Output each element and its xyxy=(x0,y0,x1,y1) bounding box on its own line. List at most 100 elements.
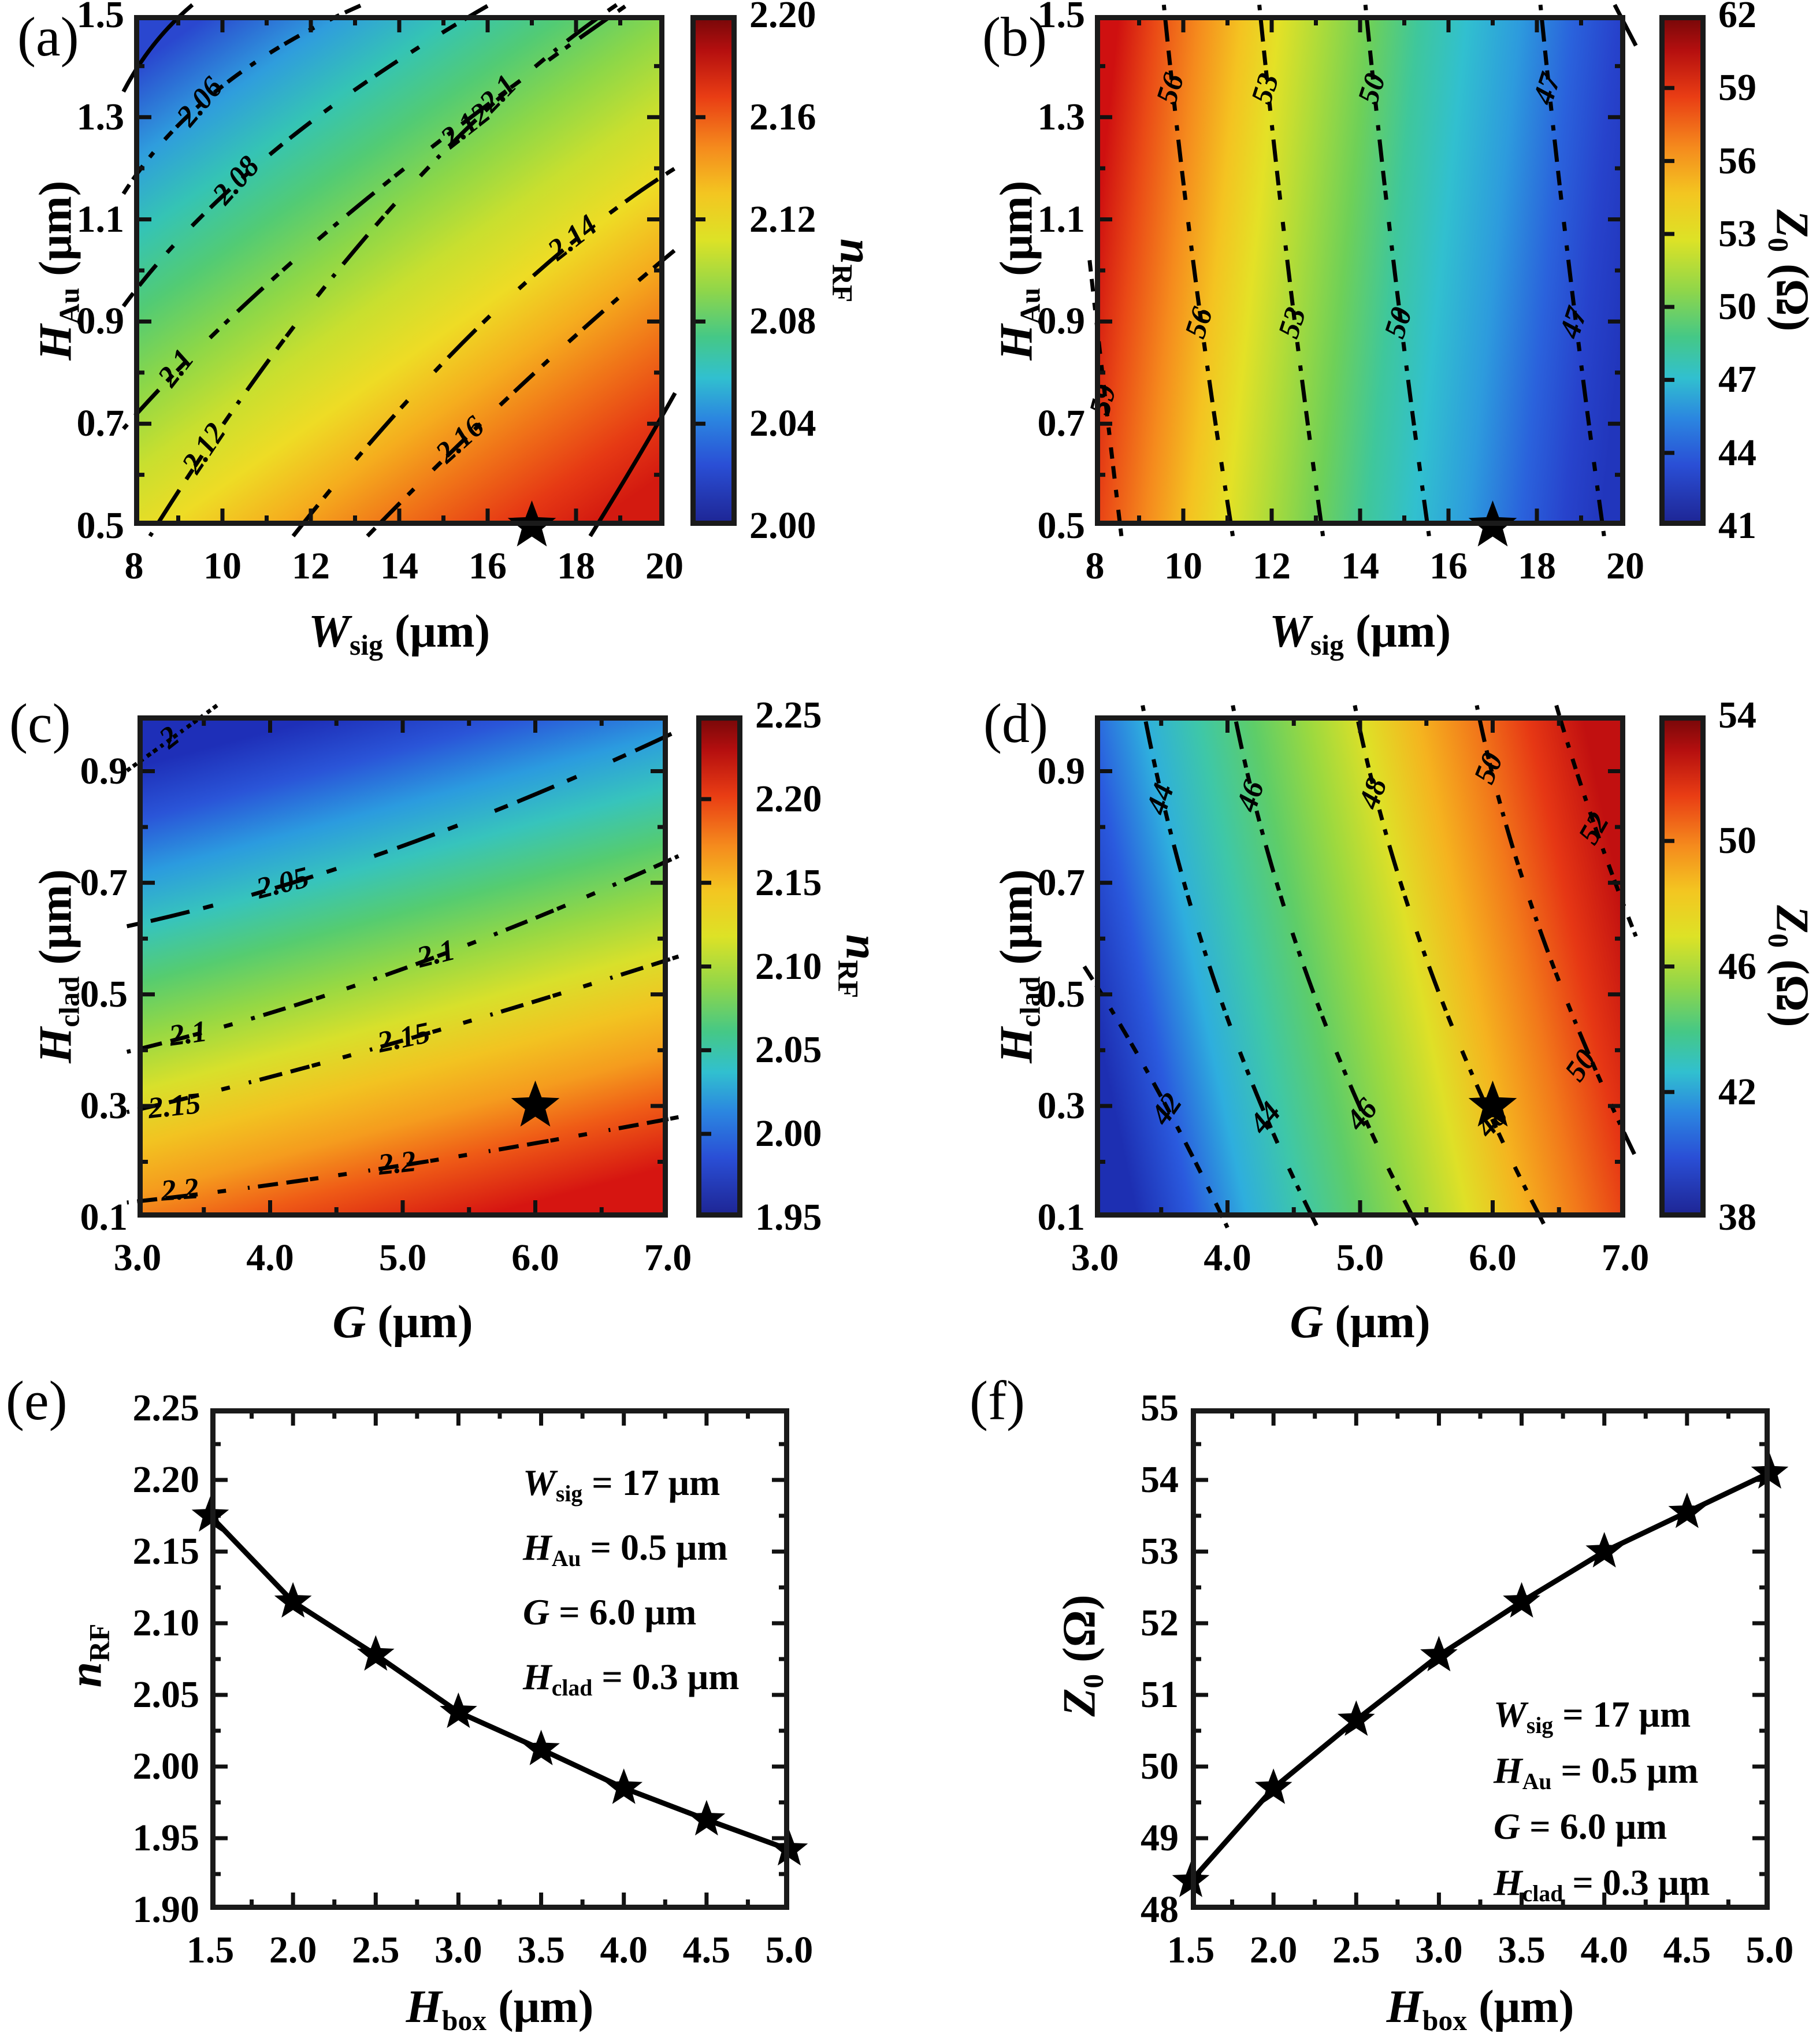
plot-frame xyxy=(210,1408,789,1910)
annotation-line: HAu = 0.5 μm xyxy=(523,1527,728,1572)
x-tick-label: 18 xyxy=(557,545,595,587)
colorbar-tick-label: 47 xyxy=(1718,358,1756,401)
z-unit: (Ω) xyxy=(1766,252,1818,332)
colorbar-tick-labels-c: 2.25 2.20 2.15 2.10 2.05 2.00 1.95 xyxy=(755,694,859,1238)
colorbar-frame xyxy=(1659,715,1706,1218)
y-tick-label: 50 xyxy=(1141,1745,1179,1787)
star-marker xyxy=(688,1799,726,1836)
colorbar-tick-label: 50 xyxy=(1718,285,1756,328)
contour-line xyxy=(1084,967,1228,1228)
annotation-line: G = 6.0 μm xyxy=(1494,1806,1667,1847)
colorbar-label-a: nRF xyxy=(826,239,882,303)
annotation-line: Wsig = 17 μm xyxy=(1494,1694,1691,1739)
y-tick-label: 0.7 xyxy=(1037,402,1086,445)
x-tick-label: 7.0 xyxy=(1601,1237,1650,1279)
x-unit: (μm) xyxy=(382,606,491,657)
contour-plot-c: 22.052.12.12.152.152.22.2 xyxy=(138,715,668,1218)
contour-label: 2.2 xyxy=(376,1145,418,1182)
x-tick-label: 4.0 xyxy=(1580,1929,1628,1971)
star-marker xyxy=(1254,1768,1292,1804)
y-tick-label: 1.1 xyxy=(76,198,125,240)
panel-letter-a: (a) xyxy=(17,6,79,68)
star-marker xyxy=(1420,1635,1458,1672)
x-tick-label: 20 xyxy=(645,545,684,587)
contour-line xyxy=(1233,706,1418,1228)
y-tick-labels-c: 0.1 0.3 0.5 0.7 0.9 xyxy=(15,715,128,1238)
y-tick-label: 1.95 xyxy=(132,1817,200,1859)
x-tick-labels-f: 1.5 2.0 2.5 3.0 3.5 4.0 4.5 5.0 xyxy=(1167,1928,1794,1975)
z-sub: RF xyxy=(832,960,864,999)
contour-line xyxy=(124,5,192,91)
x-tick-label: 5.0 xyxy=(1745,1929,1794,1971)
x-tick-label: 3.0 xyxy=(1071,1237,1119,1279)
colorbar-tick-label: 38 xyxy=(1718,1196,1756,1238)
x-tick-labels-c: 3.0 4.0 5.0 6.0 7.0 xyxy=(114,1236,692,1282)
colorbar-b xyxy=(1659,15,1706,526)
contour-label: 2.1 xyxy=(166,1015,209,1053)
contour-line xyxy=(150,5,617,536)
star-marker xyxy=(356,1635,395,1671)
y-tick-labels-e: 2.25 2.20 2.15 2.10 2.05 2.00 1.95 1.90 xyxy=(75,1387,200,1931)
y-tick-label: 1.5 xyxy=(1037,0,1086,36)
x-tick-label: 4.5 xyxy=(682,1929,731,1971)
colorbar-tick-labels-d: 54 50 46 42 38 xyxy=(1718,694,1805,1238)
star-marker xyxy=(1337,1700,1375,1736)
x-tick-labels-e: 1.5 2.0 2.5 3.0 3.5 4.0 4.5 5.0 xyxy=(187,1928,814,1975)
x-axis-label-e: Hbox (μm) xyxy=(210,1981,789,2037)
colorbar-tick-label: 1.95 xyxy=(755,1196,822,1238)
annotation-line: Hclad = 0.3 μm xyxy=(523,1656,740,1701)
x-tick-label: 2.5 xyxy=(352,1929,400,1971)
colorbar-tick-labels-a: 2.20 2.16 2.12 2.08 2.04 2.00 xyxy=(749,0,853,547)
contour-label: 2.15 xyxy=(146,1087,202,1125)
star-marker xyxy=(1585,1532,1624,1568)
y-tick-label: 0.7 xyxy=(1037,861,1086,904)
x-tick-label: 2.5 xyxy=(1332,1929,1380,1971)
contour-line xyxy=(127,1117,679,1203)
x-tick-label: 12 xyxy=(292,545,330,587)
contour-lines xyxy=(124,5,675,536)
colorbar-tick-label: 2.20 xyxy=(749,0,816,36)
y-tick-label: 0.9 xyxy=(80,750,128,792)
parameter-annotation-e: Wsig = 17 μm HAu = 0.5 μm G = 6.0 μm Hclad … xyxy=(523,1450,739,1709)
plot-frame xyxy=(1095,15,1625,526)
x-tick-label: 16 xyxy=(1429,545,1468,587)
x-axis-label-d: G (μm) xyxy=(1095,1296,1625,1352)
y-tick-label: 1.90 xyxy=(132,1888,200,1931)
contour-line xyxy=(1260,5,1323,536)
parameter-annotation-f: Wsig = 17 μm HAu = 0.5 μm G = 6.0 μm Hclad … xyxy=(1494,1686,1710,1910)
x-tick-label: 18 xyxy=(1518,545,1556,587)
y-tick-label: 0.7 xyxy=(80,861,128,904)
contour-field xyxy=(134,15,664,526)
colorbar-tick-label: 2.15 xyxy=(755,861,822,904)
colorbar-tick-label: 44 xyxy=(1718,431,1756,474)
colorbar-label-b: Z0 (Ω) xyxy=(1762,209,1818,331)
colorbar-tick-label: 41 xyxy=(1718,504,1756,547)
line-plot-e xyxy=(191,1408,808,1910)
contour-line xyxy=(1540,5,1604,536)
y-tick-label: 2.20 xyxy=(132,1459,200,1501)
colorbar-tick-label: 59 xyxy=(1718,66,1756,109)
colorbar-tick-label: 2.08 xyxy=(749,300,816,343)
contour-line xyxy=(127,706,217,771)
colorbar-a xyxy=(690,15,737,526)
colorbar-tick-label: 2.16 xyxy=(749,95,816,138)
x-tick-labels-a: 8 10 12 14 16 18 20 xyxy=(125,544,684,591)
x-var: G xyxy=(1290,1297,1324,1348)
plot-frame xyxy=(1191,1408,1770,1910)
y-tick-label: 0.1 xyxy=(80,1196,128,1238)
y-tick-label: 2.05 xyxy=(132,1674,200,1716)
contour-line xyxy=(1143,706,1318,1228)
contour-line xyxy=(127,856,679,1052)
y-tick-label: 1.3 xyxy=(76,95,125,138)
x-tick-label: 14 xyxy=(1341,545,1379,587)
x-tick-label: 14 xyxy=(380,545,418,587)
plot-frame xyxy=(1095,715,1625,1218)
contour-label: 2.2 xyxy=(159,1172,200,1207)
y-tick-label: 51 xyxy=(1141,1674,1179,1716)
y-tick-label: 2.10 xyxy=(132,1602,200,1644)
z-var: n xyxy=(830,238,882,265)
star-marker xyxy=(1668,1492,1706,1528)
x-var: H xyxy=(406,1982,442,2032)
